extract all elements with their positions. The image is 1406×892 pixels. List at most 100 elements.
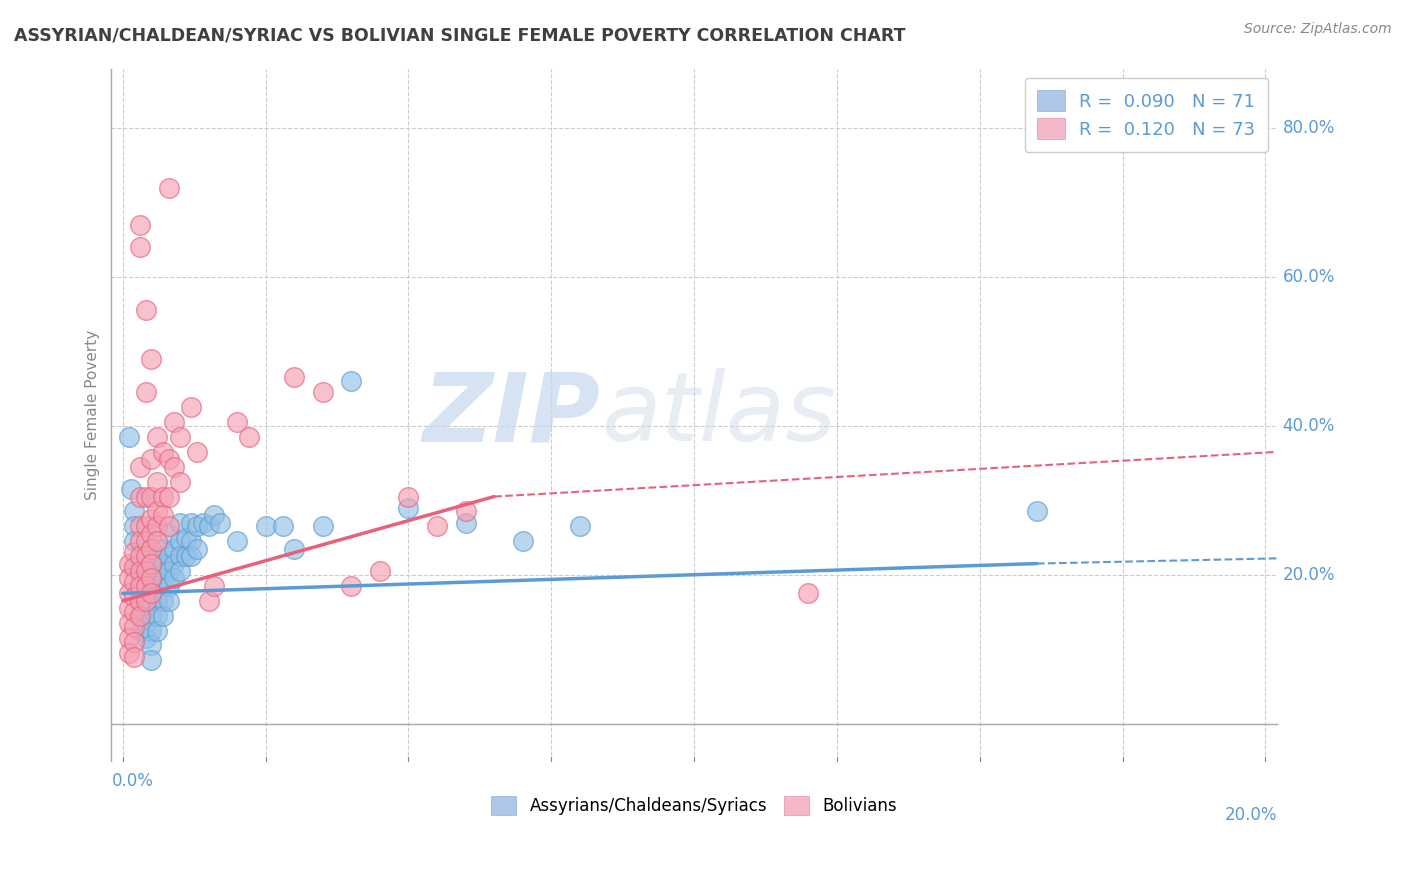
Point: [129, 490, 152, 504]
Point: [146, 549, 169, 563]
Point: [141, 571, 163, 585]
Text: Source: ZipAtlas.com: Source: ZipAtlas.com: [1244, 22, 1392, 37]
Point: [163, 541, 186, 556]
Point: [129, 567, 152, 582]
Point: [146, 504, 169, 518]
Point: [283, 370, 305, 384]
Point: [122, 590, 145, 604]
Point: [169, 475, 191, 489]
Point: [180, 549, 202, 563]
Point: [157, 564, 180, 578]
Point: [117, 616, 139, 631]
Point: [117, 631, 139, 645]
Point: [135, 549, 157, 563]
Point: [141, 490, 163, 504]
Point: [186, 519, 208, 533]
Point: [146, 567, 169, 582]
Point: [398, 500, 420, 515]
Point: [135, 303, 157, 318]
Point: [122, 620, 145, 634]
Point: [127, 560, 149, 574]
Point: [186, 541, 208, 556]
Point: [135, 631, 157, 645]
Point: [146, 475, 169, 489]
Point: [129, 608, 152, 623]
Point: [129, 624, 152, 638]
Point: [169, 516, 191, 530]
Point: [122, 649, 145, 664]
Point: [117, 557, 139, 571]
Point: [135, 571, 157, 585]
Point: [186, 445, 208, 459]
Point: [129, 594, 152, 608]
Point: [152, 541, 174, 556]
Point: [122, 605, 145, 619]
Point: [169, 430, 191, 444]
Point: [135, 594, 157, 608]
Point: [174, 531, 197, 545]
Point: [135, 560, 157, 574]
Point: [157, 594, 180, 608]
Point: [180, 516, 202, 530]
Point: [129, 218, 152, 232]
Point: [283, 541, 305, 556]
Point: [141, 639, 163, 653]
Point: [180, 401, 202, 415]
Point: [135, 579, 157, 593]
Point: [117, 646, 139, 660]
Point: [169, 549, 191, 563]
Point: [117, 571, 139, 585]
Point: [141, 452, 163, 467]
Point: [135, 490, 157, 504]
Point: [398, 490, 420, 504]
Point: [271, 519, 294, 533]
Point: [122, 534, 145, 549]
Point: [122, 560, 145, 574]
Point: [197, 519, 219, 533]
Point: [135, 616, 157, 631]
Point: [135, 601, 157, 615]
Point: [226, 415, 249, 429]
Point: [122, 634, 145, 648]
Point: [122, 575, 145, 590]
Point: [163, 571, 186, 585]
Point: [141, 579, 163, 593]
Point: [141, 526, 163, 541]
Point: [129, 240, 152, 254]
Point: [129, 564, 152, 578]
Point: [254, 519, 277, 533]
Point: [141, 624, 163, 638]
Point: [122, 504, 145, 518]
Point: [146, 608, 169, 623]
Point: [117, 586, 139, 600]
Point: [208, 516, 231, 530]
Point: [135, 534, 157, 549]
Point: [163, 415, 186, 429]
Point: [129, 579, 152, 593]
Point: [129, 594, 152, 608]
Text: ZIP: ZIP: [423, 368, 600, 461]
Point: [141, 553, 163, 567]
Point: [146, 594, 169, 608]
Point: [135, 586, 157, 600]
Point: [141, 512, 163, 526]
Point: [152, 608, 174, 623]
Point: [141, 557, 163, 571]
Point: [129, 534, 152, 549]
Point: [129, 553, 152, 567]
Point: [141, 541, 163, 556]
Point: [157, 579, 180, 593]
Point: [157, 452, 180, 467]
Point: [135, 519, 157, 533]
Text: 80.0%: 80.0%: [1282, 119, 1336, 137]
Point: [368, 564, 391, 578]
Point: [152, 508, 174, 523]
Point: [202, 508, 225, 523]
Point: [146, 519, 169, 533]
Point: [1025, 504, 1047, 518]
Point: [152, 557, 174, 571]
Point: [146, 534, 169, 549]
Point: [797, 586, 820, 600]
Point: [512, 534, 534, 549]
Point: [122, 519, 145, 533]
